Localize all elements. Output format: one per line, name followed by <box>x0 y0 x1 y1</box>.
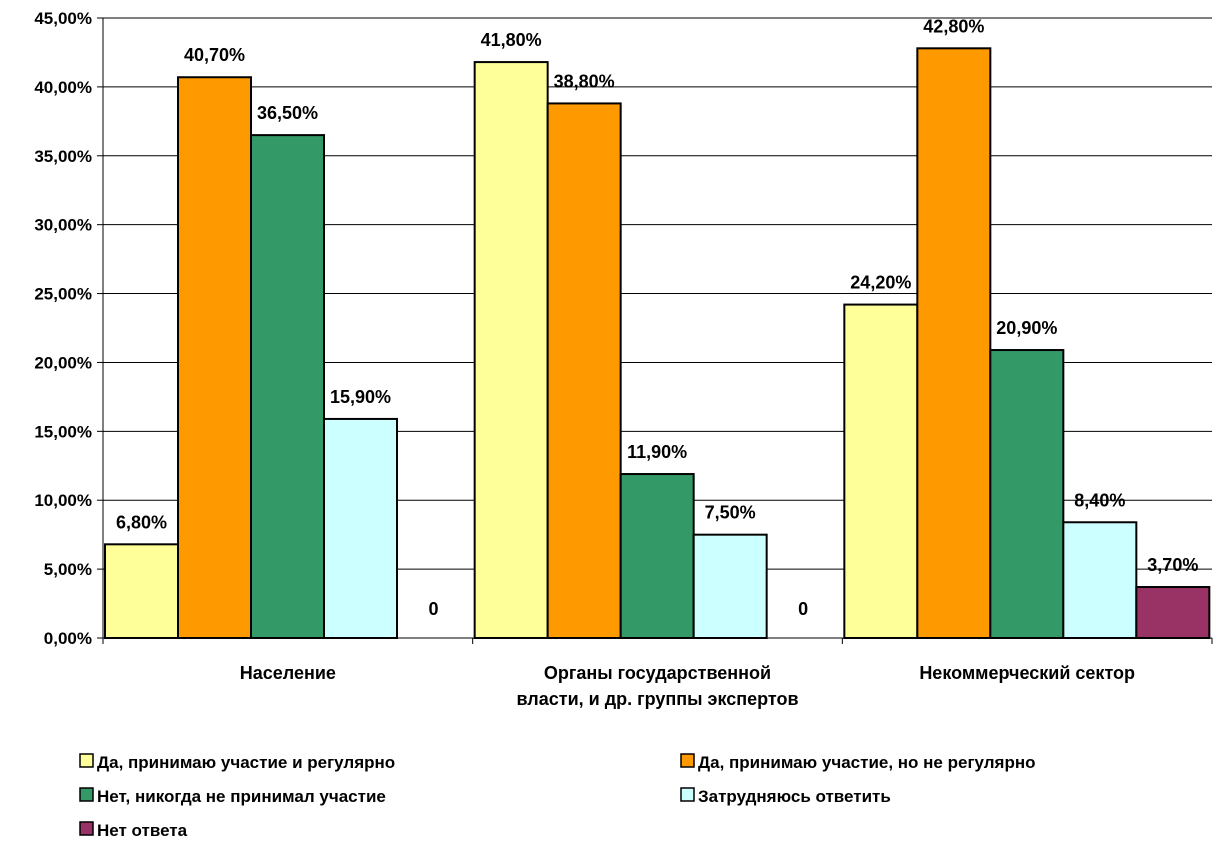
bar <box>1062 521 1138 639</box>
y-tick-label: 30,00% <box>34 216 92 235</box>
bar <box>177 76 252 639</box>
data-label: 0 <box>428 599 438 619</box>
data-label: 15,90% <box>330 387 391 407</box>
legend-label: Нет, никогда не принимал участие <box>97 787 386 806</box>
data-label: 6,80% <box>116 512 167 532</box>
y-tick-label: 10,00% <box>34 491 92 510</box>
legend-swatch <box>79 787 94 802</box>
legend-swatch <box>79 753 94 768</box>
bar <box>843 303 919 639</box>
data-label: 20,90% <box>996 318 1057 338</box>
bar <box>546 102 622 639</box>
data-label: 11,90% <box>627 442 687 462</box>
bar <box>989 349 1065 639</box>
legend-label: Нет ответа <box>97 821 188 840</box>
bar <box>1135 586 1211 639</box>
legend-label: Да, принимаю участие и регулярно <box>97 753 395 772</box>
bar <box>323 417 398 639</box>
legend-label: Затрудняюсь ответить <box>698 787 891 806</box>
legend-swatch <box>79 821 94 836</box>
y-tick-label: 20,00% <box>34 353 92 372</box>
data-label: 40,70% <box>184 45 245 65</box>
category-label: Некоммерческий сектор <box>919 663 1135 683</box>
y-tick-label: 5,00% <box>44 560 92 579</box>
category-label: Население <box>240 663 336 683</box>
data-label: 38,80% <box>554 71 615 91</box>
data-label: 0 <box>798 599 808 619</box>
bar <box>692 533 768 640</box>
bar <box>473 61 549 640</box>
data-label: 24,20% <box>850 273 911 293</box>
data-label: 42,80% <box>923 16 984 36</box>
category-label: власти, и др. группы экспертов <box>516 689 798 709</box>
legend-swatch <box>680 753 695 768</box>
legend-label: Да, принимаю участие, но не регулярно <box>698 753 1036 772</box>
bar <box>619 473 695 639</box>
y-tick-label: 0,00% <box>44 629 92 648</box>
bar <box>104 543 179 639</box>
data-label: 36,50% <box>257 103 318 123</box>
y-tick-label: 35,00% <box>34 147 92 166</box>
legend-swatch <box>680 787 695 802</box>
bar <box>250 134 325 639</box>
y-tick-label: 40,00% <box>34 78 92 97</box>
data-label: 3,70% <box>1147 555 1198 575</box>
data-label: 8,40% <box>1074 490 1125 510</box>
y-tick-label: 45,00% <box>34 9 92 28</box>
category-label: Органы государственной <box>544 663 771 683</box>
bar <box>916 47 992 640</box>
y-tick-label: 25,00% <box>34 285 92 304</box>
data-label: 41,80% <box>481 30 542 50</box>
y-tick-label: 15,00% <box>34 422 92 441</box>
data-label: 7,50% <box>705 503 756 523</box>
